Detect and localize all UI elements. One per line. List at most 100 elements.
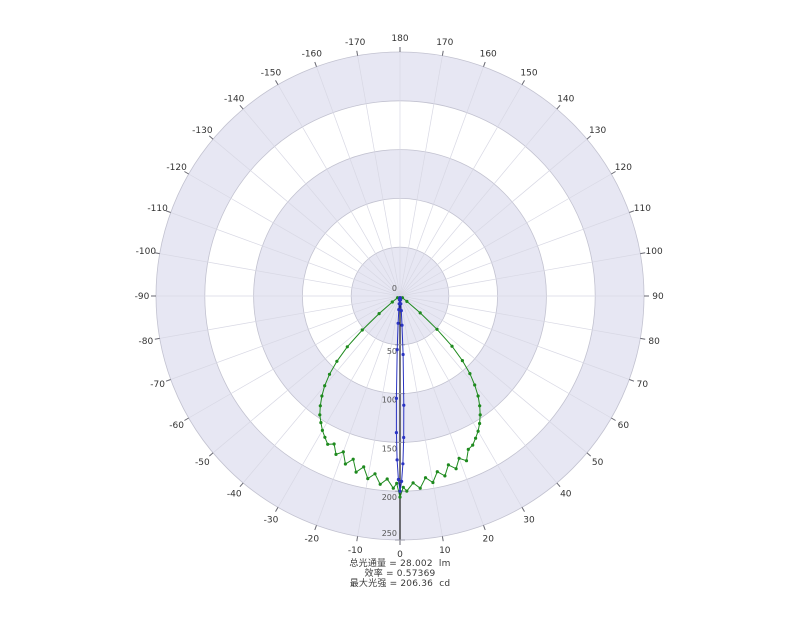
radial-label: 100 <box>382 396 397 405</box>
angle-labels: -170-160-150-140-130-120-110-100-90-80-7… <box>135 34 664 560</box>
angle-label: 140 <box>557 94 574 104</box>
angle-label: 180 <box>391 34 408 44</box>
angle-label: 90 <box>652 292 664 302</box>
beam-narrow-blue-point <box>401 462 405 466</box>
beam-wide-green-point <box>318 413 322 417</box>
beam-narrow-blue-point <box>398 489 402 493</box>
beam-wide-green-point <box>341 450 345 454</box>
beam-wide-green-point <box>319 421 323 425</box>
angle-label: 40 <box>560 490 572 500</box>
angle-label: -10 <box>348 546 363 556</box>
beam-wide-green-point <box>390 300 394 304</box>
angle-label: 120 <box>615 163 632 173</box>
beam-wide-green-point <box>478 413 482 417</box>
beam-wide-green-point <box>478 404 482 408</box>
beam-wide-green-point <box>326 442 330 446</box>
angle-label: -160 <box>302 50 323 60</box>
angle-label: 20 <box>482 534 494 544</box>
beam-wide-green-point <box>466 447 470 451</box>
beam-narrow-blue-point <box>402 403 406 407</box>
efficiency-line: 效率 = 0.57369 <box>364 569 436 579</box>
beam-wide-green-point <box>391 486 395 490</box>
radial-label: 200 <box>382 493 397 502</box>
angle-label: -70 <box>150 380 165 390</box>
polar-spokes <box>156 52 644 540</box>
beam-wide-green-point <box>327 372 332 376</box>
angle-label: -50 <box>195 458 210 468</box>
angle-label: 30 <box>523 515 535 525</box>
beam-narrow-blue-point <box>400 323 404 327</box>
beam-wide-green-point <box>476 394 480 398</box>
photometry-stats: 总光通量 = 28.002 lm 效率 = 0.57369 最大光强 = 206… <box>0 559 800 589</box>
angle-label: 60 <box>618 421 630 431</box>
beam-wide-green-point <box>405 489 409 493</box>
angle-label: 0 <box>397 550 403 560</box>
angle-label: 80 <box>648 337 660 347</box>
angle-label: -80 <box>139 337 154 347</box>
beam-wide-green-point <box>435 470 439 474</box>
beam-wide-green-point <box>401 485 405 489</box>
angle-label: -100 <box>136 247 157 257</box>
beam-wide-green-point <box>418 311 422 315</box>
angle-label: 150 <box>520 69 537 79</box>
beam-narrow-blue-series <box>394 296 406 493</box>
beam-wide-green-point <box>446 463 450 467</box>
angle-label: 10 <box>439 546 451 556</box>
angle-label: -120 <box>166 163 187 173</box>
beam-wide-green-point <box>473 383 477 387</box>
beam-wide-green-point <box>457 456 461 460</box>
beam-wide-green-point <box>320 428 324 432</box>
beam-narrow-blue-point <box>394 431 398 435</box>
max-intensity-line: 最大光强 = 206.36 cd <box>349 579 451 589</box>
flux-line: 总光通量 = 28.002 lm <box>349 559 451 569</box>
beam-wide-green-point <box>320 394 324 398</box>
beam-wide-green-point <box>345 345 349 349</box>
beam-narrow-blue-point <box>398 296 402 300</box>
beam-narrow-blue-point <box>400 479 404 483</box>
angle-label: -110 <box>147 204 168 214</box>
beam-narrow-blue-point <box>395 348 399 352</box>
beam-narrow-blue-point <box>397 308 401 312</box>
angle-label: 160 <box>480 50 497 60</box>
beam-wide-green-point <box>343 462 347 466</box>
beam-narrow-blue-point <box>399 309 403 313</box>
beam-wide-green-point <box>366 477 370 481</box>
beam-wide-green-point <box>471 443 475 447</box>
angle-label: -150 <box>261 69 282 79</box>
angle-label: -30 <box>264 515 279 525</box>
beam-wide-green-point <box>460 359 464 363</box>
beam-wide-green-point <box>362 465 366 469</box>
beam-wide-green-point <box>464 459 469 463</box>
beam-wide-green-point <box>354 470 358 474</box>
radial-label: 0 <box>392 284 397 293</box>
beam-wide-green-point <box>377 312 381 316</box>
beam-wide-green-point <box>373 472 377 476</box>
angle-label: -170 <box>345 38 366 48</box>
beam-wide-green-point <box>418 486 422 490</box>
beam-wide-green-point <box>478 421 482 426</box>
beam-wide-green-point <box>395 481 399 485</box>
beam-wide-green-point <box>454 467 458 471</box>
beam-wide-green-point <box>405 299 409 303</box>
beam-wide-green-point <box>323 384 327 388</box>
angle-label: 70 <box>637 380 649 390</box>
beam-narrow-blue-point <box>399 302 403 306</box>
beam-wide-green-point <box>378 482 382 486</box>
angle-label: -140 <box>224 94 245 104</box>
angle-label: 130 <box>589 126 606 136</box>
beam-wide-green-point <box>385 477 389 481</box>
beam-wide-green-point <box>411 481 415 485</box>
beam-wide-green-point <box>431 480 435 485</box>
radial-label: 50 <box>387 347 397 356</box>
beam-narrow-blue-point <box>395 458 399 462</box>
angle-label: 170 <box>436 38 453 48</box>
beam-narrow-blue-point <box>401 352 405 357</box>
beam-narrow-blue-point <box>396 477 400 482</box>
beam-wide-green-point <box>335 359 339 363</box>
beam-wide-green-series <box>318 296 482 499</box>
beam-wide-green-point <box>476 429 480 433</box>
beam-wide-green-point <box>474 436 478 440</box>
beam-wide-green-point <box>435 327 439 331</box>
